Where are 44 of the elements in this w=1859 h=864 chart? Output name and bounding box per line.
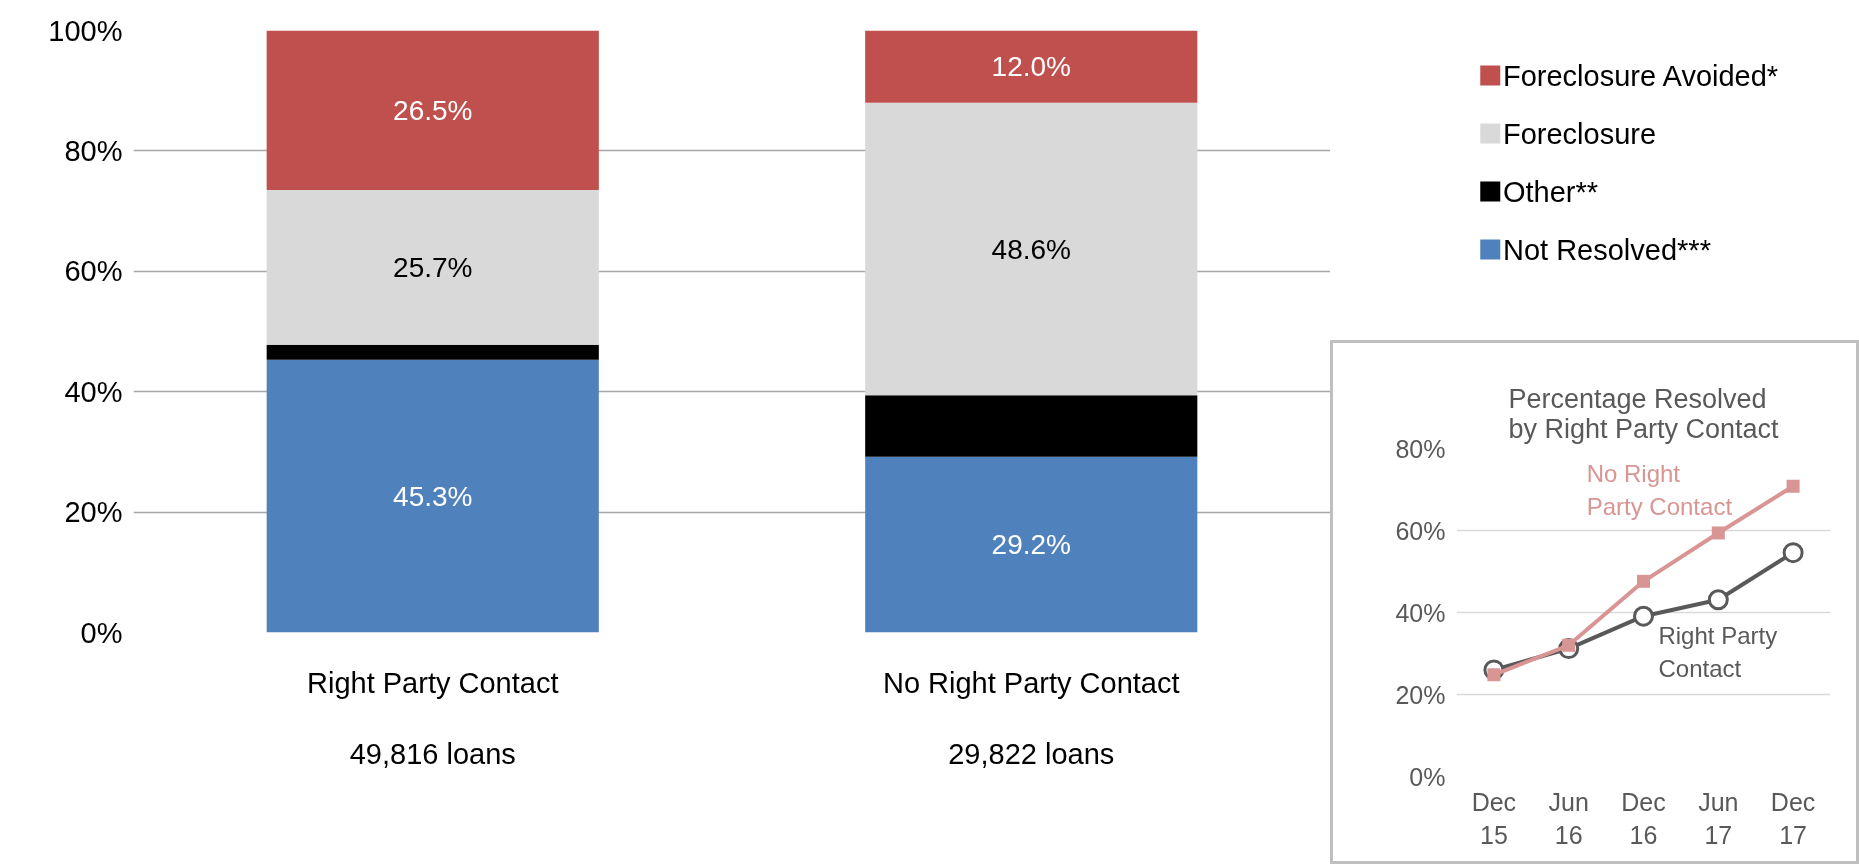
point [1633,605,1654,627]
bar [266,359,599,633]
y-tick-label: 40% [64,375,123,408]
legend-label: Foreclosure [1502,117,1657,150]
series-label: No Right Party Contact [1586,460,1733,520]
text: 49,816 loans [349,737,516,770]
bar [266,190,599,345]
data-label: 25.7% [393,251,473,283]
point [1786,479,1800,493]
bar [865,395,1198,457]
bar [865,30,1198,103]
x-tick-label: Dec 16 [1621,787,1666,850]
text: 29,822 loans [948,737,1115,770]
data-label: 45.3% [393,480,473,512]
data-label: 26.5% [393,94,473,126]
y-tick-label: 80% [1395,434,1446,463]
x-tick-label: Dec 17 [1770,787,1816,850]
y-tick-label: 20% [64,496,123,529]
y-tick-label: 0% [1409,762,1446,791]
bar [865,456,1198,633]
y-tick-label: 20% [1395,680,1446,709]
y-tick-label: 60% [1395,516,1446,545]
legend-label: Foreclosure Avoided* [1502,59,1779,92]
bar [865,102,1198,396]
y-tick-label: 80% [64,134,123,167]
x-tick-label: Dec 15 [1471,787,1517,850]
legend-label: Not Resolved*** [1502,233,1711,266]
chart-title: Percentage Resolved by Right Party Contact [1508,383,1780,444]
bar [266,30,599,191]
data-label: 48.6% [991,233,1071,265]
point [1711,526,1725,540]
y-tick-label: 60% [64,255,123,288]
x-tick-label: Jun 17 [1698,787,1739,850]
point [1707,589,1729,611]
data-label: 12.0% [991,51,1071,83]
y-tick-label: 100% [48,14,123,47]
x-tick-label: Jun 16 [1548,787,1589,850]
point [1637,574,1650,588]
bar [266,344,599,360]
y-tick-label: 0% [80,616,123,649]
data-label: 29.2% [991,529,1071,561]
y-tick-label: 40% [1395,598,1446,627]
point [1782,542,1804,564]
legend-label: Other** [1502,175,1599,208]
